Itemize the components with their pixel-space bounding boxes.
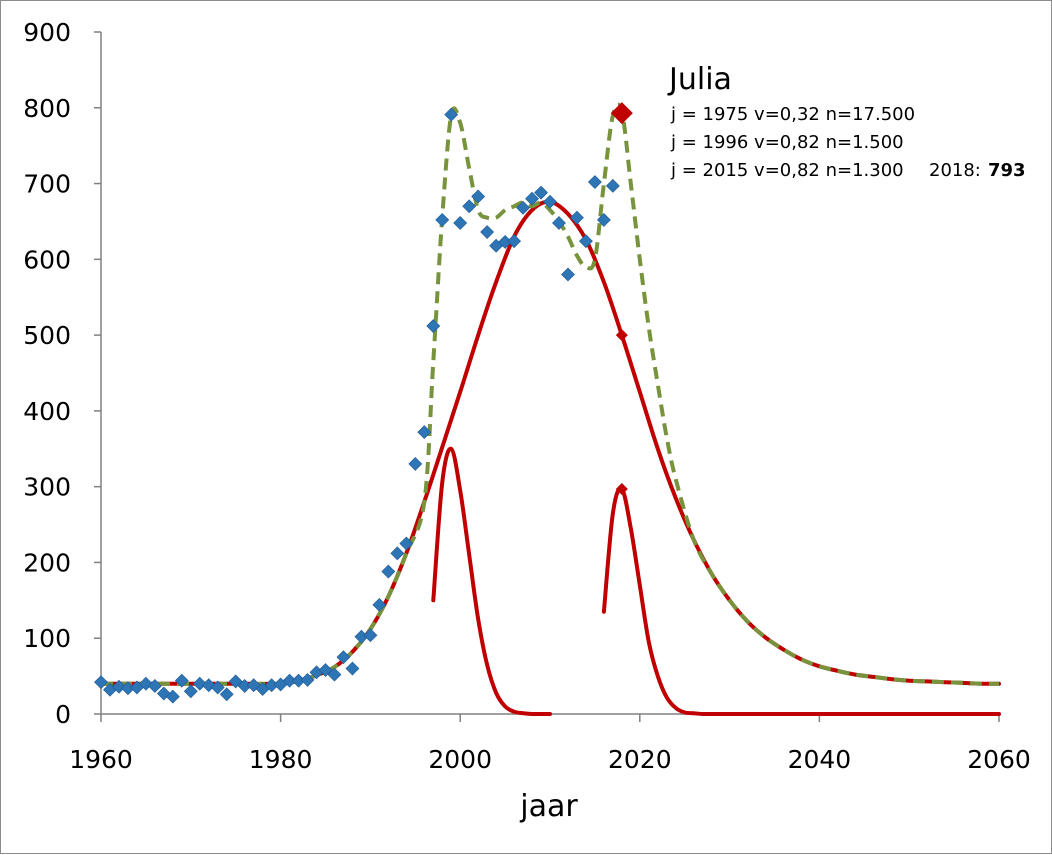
observed-point xyxy=(435,213,450,227)
model-curve-1 xyxy=(99,199,1001,686)
observed-point xyxy=(399,536,414,551)
observed-point xyxy=(516,200,530,215)
observed-point xyxy=(453,216,468,230)
y-tick-label: 100 xyxy=(23,624,71,653)
observed-point xyxy=(300,672,315,687)
observed-point xyxy=(561,267,575,282)
observed-point xyxy=(507,234,522,249)
y-tick-label: 200 xyxy=(23,548,71,577)
highlight-point-2018 xyxy=(610,102,633,125)
annotation-line-3: j = 2015 v=0,82 n=1.300 xyxy=(670,160,904,181)
model-curve-3 xyxy=(601,486,1001,717)
observed-point xyxy=(372,597,387,612)
x-axis-title: jaar xyxy=(519,789,578,824)
annotation-line-1: j = 1975 v=0,32 n=17.500 xyxy=(670,104,915,125)
observed-point xyxy=(363,628,378,643)
series-layer xyxy=(99,102,1001,717)
y-tick-label: 300 xyxy=(23,473,71,502)
observed-point xyxy=(408,457,423,471)
observed-point xyxy=(462,199,477,214)
observed-point xyxy=(480,225,495,239)
x-tick-label: 2000 xyxy=(428,745,492,774)
observed-point xyxy=(174,673,189,688)
annotation-current-value: 793 xyxy=(988,160,1026,181)
annotation-title: Julia xyxy=(667,62,732,97)
observed-point xyxy=(112,679,126,694)
x-tick-label: 2020 xyxy=(608,745,672,774)
y-tick-label: 600 xyxy=(23,245,71,274)
y-tick-label: 0 xyxy=(55,700,71,729)
observed-point xyxy=(390,546,405,561)
observed-point xyxy=(228,674,243,689)
observed-point xyxy=(605,178,620,193)
observed-point xyxy=(147,679,162,693)
observed-point xyxy=(525,191,539,206)
observed-point xyxy=(426,319,441,333)
points-layer xyxy=(94,102,633,704)
y-tick-label: 400 xyxy=(23,397,71,426)
annotation-box: Julia j = 1975 v=0,32 n=17.500 j = 1996 … xyxy=(667,62,1026,181)
x-tick-label: 2060 xyxy=(967,745,1031,774)
model-curve-2 xyxy=(431,446,552,717)
x-tick-label: 1980 xyxy=(249,745,313,774)
y-tick-label: 900 xyxy=(23,18,71,47)
observed-point xyxy=(192,676,207,691)
observed-point xyxy=(552,216,566,230)
y-tick-label: 700 xyxy=(23,170,71,199)
model-marker xyxy=(615,329,628,342)
observed-point xyxy=(471,189,486,204)
sum-curve-dashed xyxy=(100,102,1000,686)
annotation-line-2: j = 1996 v=0,82 n=1.500 xyxy=(670,132,904,153)
observed-point xyxy=(587,175,602,189)
observed-point xyxy=(417,425,432,440)
observed-point xyxy=(318,663,333,677)
observed-point xyxy=(219,687,234,702)
y-tick-label: 500 xyxy=(23,321,71,350)
annotation-current-label: 2018: xyxy=(929,160,981,181)
model-marker xyxy=(615,482,628,495)
observed-point xyxy=(578,234,593,249)
observed-point xyxy=(345,661,360,676)
observed-point xyxy=(183,684,198,699)
observed-point xyxy=(165,689,180,704)
observed-point xyxy=(570,210,584,225)
y-tick-label: 800 xyxy=(23,94,71,123)
ticks-layer: 0 100 200 300 400 500 600 700 800 900 1960 1980 2000… xyxy=(23,18,1031,774)
x-tick-label: 1960 xyxy=(69,745,133,774)
observed-point xyxy=(444,107,459,122)
observed-point xyxy=(543,194,557,209)
observed-point xyxy=(94,675,108,690)
observed-point xyxy=(596,213,611,227)
observed-point xyxy=(336,650,351,665)
observed-point xyxy=(381,564,396,579)
observed-point xyxy=(210,680,225,695)
observed-point xyxy=(534,185,548,200)
observed-point xyxy=(327,667,342,682)
x-tick-label: 2040 xyxy=(788,745,852,774)
